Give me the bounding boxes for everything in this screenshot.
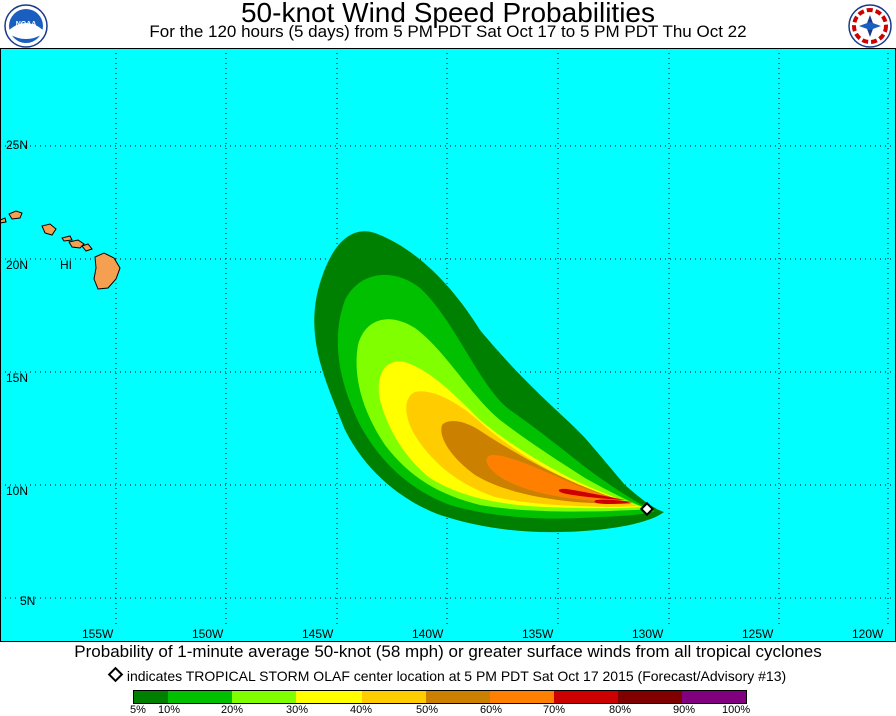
- page-subtitle: For the 120 hours (5 days) from 5 PM PDT…: [149, 22, 747, 41]
- probability-map: [0, 48, 896, 642]
- scale-swatch-90: [682, 691, 746, 703]
- lon-label-150w: 150W: [192, 627, 224, 641]
- lat-label-15n: 15N: [6, 371, 29, 385]
- lon-label-125w: 125W: [742, 627, 774, 641]
- lat-label-5n: 5N: [20, 594, 36, 608]
- scale-label-20: 20%: [221, 704, 244, 716]
- lon-label-130w: 130W: [632, 627, 664, 641]
- contour-40: [406, 391, 638, 507]
- lon-label-140w: 140W: [412, 627, 444, 641]
- scale-label-90: 90%: [673, 704, 696, 716]
- noaa-logo: NOAA: [4, 4, 48, 48]
- probability-color-scale: [133, 690, 747, 704]
- scale-swatch-60: [490, 691, 554, 703]
- scale-swatch-30: [296, 691, 362, 703]
- contour-70: [558, 488, 625, 500]
- scale-label-60: 60%: [480, 704, 503, 716]
- lon-label-155w: 155W: [82, 627, 114, 641]
- scale-label-10: 10%: [158, 704, 181, 716]
- scale-swatch-80: [618, 691, 682, 703]
- scale-swatch-10: [168, 691, 232, 703]
- scale-label-70: 70%: [543, 704, 566, 716]
- scale-label-50: 50%: [416, 704, 439, 716]
- contour-70b: [594, 499, 632, 504]
- scale-swatch-40: [362, 691, 426, 703]
- storm-marker-icon: [107, 666, 124, 683]
- scale-label-30: 30%: [286, 704, 309, 716]
- lat-label-25n: 25N: [6, 138, 29, 152]
- storm-center-marker: [639, 501, 655, 517]
- lon-label-120w: 120W: [852, 627, 884, 641]
- lat-label-10n: 10N: [6, 484, 29, 498]
- page-title: 50-knot Wind Speed Probabilities: [240, 0, 655, 28]
- scale-swatch-50: [426, 691, 490, 703]
- lon-label-145w: 145W: [302, 627, 334, 641]
- contour-60: [486, 455, 628, 502]
- scale-label-100: 100%: [722, 704, 751, 716]
- scale-swatch-20: [232, 691, 296, 703]
- scale-label-5: 5%: [130, 704, 146, 716]
- svg-text:NOAA: NOAA: [16, 21, 37, 28]
- nws-logo: [848, 4, 892, 48]
- storm-legend-text: indicates TROPICAL STORM OLAF center loc…: [126, 668, 787, 684]
- contour-50: [441, 420, 632, 504]
- scale-swatch-5: [134, 691, 168, 703]
- lat-label-20n: 20N: [6, 258, 29, 272]
- hawaii-islands: [0, 210, 121, 290]
- scale-swatch-70: [554, 691, 618, 703]
- map-caption: Probability of 1-minute average 50-knot …: [74, 642, 822, 661]
- place-label-hi: HI: [60, 258, 72, 272]
- scale-label-40: 40%: [350, 704, 373, 716]
- lon-label-135w: 135W: [522, 627, 554, 641]
- probability-contours: [314, 231, 664, 533]
- storm-legend-note: indicates TROPICAL STORM OLAF center loc…: [0, 666, 896, 685]
- scale-label-80: 80%: [609, 704, 632, 716]
